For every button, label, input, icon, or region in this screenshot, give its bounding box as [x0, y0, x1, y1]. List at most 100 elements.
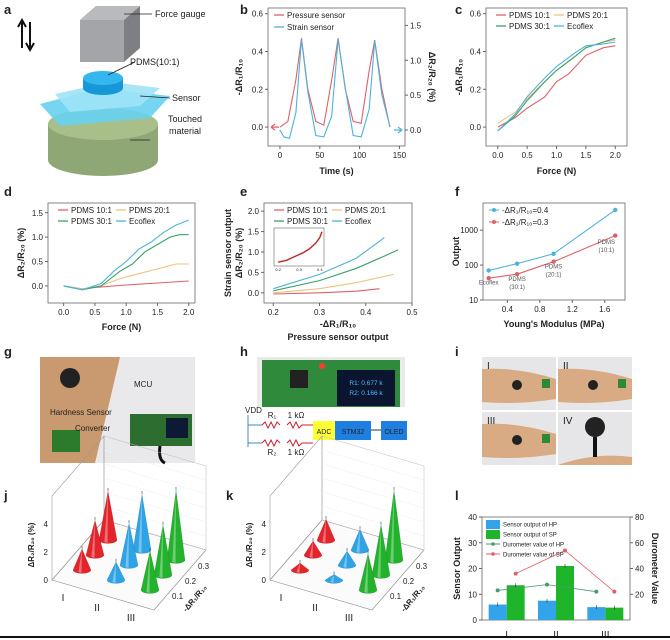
panel-letter-e: e	[240, 184, 247, 199]
depth-tick-label: 0.1	[172, 592, 184, 601]
y-tick-label: 0.0	[252, 123, 264, 132]
data-point	[612, 589, 617, 594]
data-point	[613, 233, 618, 238]
cone-III-0.1	[140, 547, 160, 594]
y-tick-label: 0.6	[470, 10, 482, 19]
y-tick-label: 0.2	[470, 85, 482, 94]
z-tick-label: 4	[44, 520, 49, 529]
legend-swatch	[486, 520, 500, 529]
y-tick-label: 40	[468, 513, 477, 522]
series-line-pdms-30-1	[63, 234, 189, 291]
category-label: III	[345, 613, 353, 624]
cone-II-0.1	[106, 558, 126, 584]
legend-label: -ΔR₁/R₁₀=0.4	[502, 206, 549, 215]
panel-letter-l: l	[455, 488, 459, 503]
data-point	[551, 259, 556, 264]
cone-I-0.1	[290, 560, 310, 574]
force-gauge-block	[80, 20, 124, 62]
y2-tick-label: 1.5	[410, 21, 422, 30]
grid-line	[321, 463, 425, 495]
series-line-r03	[488, 235, 616, 279]
x-tick-label: 1.6	[599, 305, 611, 314]
depth-tick-label: 0.3	[416, 562, 428, 571]
microcontroller-chip	[290, 370, 308, 388]
z-tick-label: 2	[262, 548, 267, 557]
y-axis-title: -ΔR₁/R₁₀	[454, 59, 464, 95]
x-tick-label: 0.2	[268, 308, 280, 317]
x-tick-label: 0.5	[89, 308, 101, 317]
r2-label: R₂	[268, 448, 277, 457]
category-label: II	[312, 603, 318, 614]
legend-label: PDMS 20:1	[567, 11, 608, 20]
legend-label: PDMS 10:1	[287, 206, 328, 215]
cone-II-0.3	[350, 526, 370, 554]
callout-line	[107, 61, 136, 76]
y-tick-label: 0.0	[32, 282, 44, 291]
x-tick-label: 0.0	[492, 151, 504, 160]
hardness-sensor-label: Hardness Sensor	[50, 408, 112, 417]
y2-tick-label: 0.5	[410, 91, 422, 100]
x-tick-label: 0.4	[360, 308, 372, 317]
y-tick-label: 0.5	[248, 268, 260, 277]
category-label: I	[62, 593, 65, 604]
material-annotation: (30:1)	[509, 285, 525, 291]
x-tick-label: 1.2	[567, 305, 579, 314]
z-axis-title: ΔR₂/R₂₀ (%)	[27, 522, 36, 567]
bar-sensor-output-of-hp	[538, 600, 556, 620]
category-label: III	[127, 613, 135, 624]
depth-tick-label: 0.1	[390, 592, 402, 601]
sensor-patch	[512, 380, 522, 390]
touched-material-label: Touched	[168, 114, 202, 124]
up-down-arrows-icon	[17, 17, 35, 53]
legend-label: PDMS 30:1	[509, 22, 550, 31]
y-axis-title: Output	[451, 237, 461, 267]
photo-label: IV	[563, 416, 573, 427]
bar-sensor-output-of-sp	[506, 585, 525, 620]
x-tick-label: 1.0	[551, 151, 563, 160]
grid-line	[103, 477, 207, 509]
inset-frame	[273, 227, 325, 267]
series-line-pdms-20-1	[273, 273, 394, 294]
sensor-patch	[512, 435, 522, 445]
converter-label: Converter	[75, 424, 110, 433]
y-tick-label: 2.0	[248, 207, 260, 216]
legend-label: Sensor output of SP	[503, 533, 557, 539]
grid-line	[321, 477, 425, 509]
x-tick-label: 0.8	[534, 305, 546, 314]
side-wall	[269, 435, 323, 581]
bar-sensor-output-of-hp	[587, 607, 606, 620]
z-tick-label: 4	[262, 520, 267, 529]
material-annotation: PDMS	[508, 277, 525, 283]
z-tick-label: 2	[44, 548, 49, 557]
x-tick-label: 0.5	[406, 308, 418, 317]
legend-swatch	[486, 530, 500, 539]
series-line-pressure-sensor	[279, 38, 391, 128]
y-tick-label: 10	[468, 590, 477, 599]
cone-I-0.3	[98, 488, 118, 544]
cone-II-0.3	[132, 491, 152, 554]
y-tick-label: 10	[469, 296, 478, 305]
grid-line	[321, 505, 425, 537]
left-axis-arrow-icon	[270, 123, 279, 131]
x-tick-label: 1.0	[121, 308, 133, 317]
y-tick-label: 0.0	[470, 123, 482, 132]
y-tick-label: 30	[468, 539, 477, 548]
grid-line	[321, 449, 425, 481]
plot-frame-b	[267, 7, 406, 147]
series-line-pdms-10-1	[273, 288, 380, 295]
legend-marker	[492, 220, 496, 224]
category-label: I	[280, 593, 283, 604]
data-point	[486, 276, 491, 281]
series-line-r04	[488, 209, 616, 272]
r2-value: 1 kΩ	[288, 448, 305, 457]
x-tick-label: 1.5	[152, 308, 164, 317]
y-tick-label: 0.4	[252, 47, 264, 56]
material-annotation: PDMS	[545, 264, 562, 270]
legend-label: Durometer value of HP	[503, 543, 564, 549]
y-tick-label: 0.4	[470, 47, 482, 56]
force-gauge-top	[80, 6, 140, 20]
panel-a-illustration	[17, 6, 171, 176]
inset-x-tick-label: 0.3	[296, 267, 302, 272]
callout-line	[139, 95, 171, 99]
legend-label: Durometer value of SP	[503, 553, 564, 559]
